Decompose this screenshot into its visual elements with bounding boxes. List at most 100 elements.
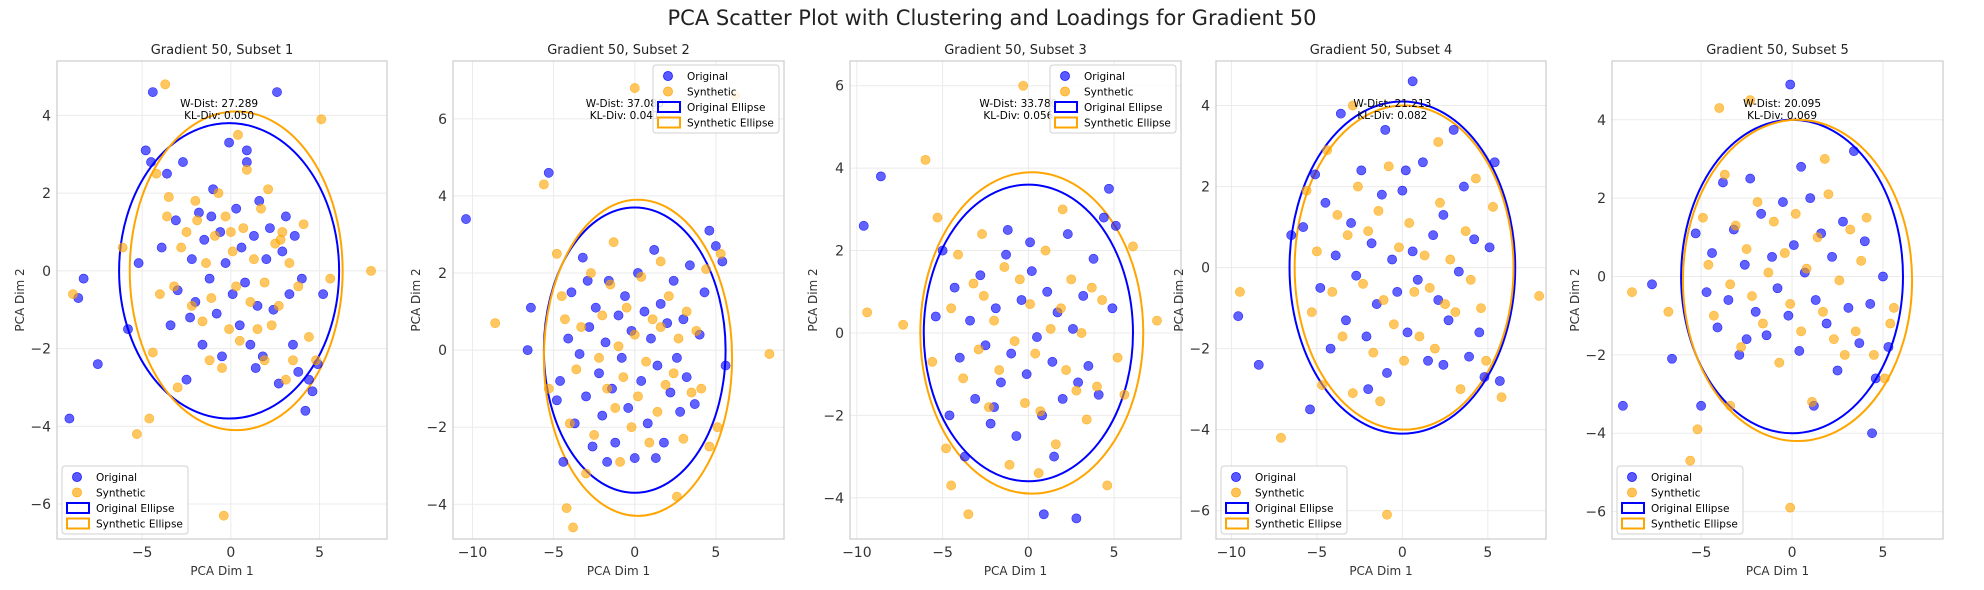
synthetic-point — [968, 278, 979, 289]
y-tick-label: −4 — [1189, 423, 1210, 439]
synthetic-point — [316, 114, 327, 125]
x-tick-label: −10 — [842, 545, 872, 561]
synthetic-point — [1050, 439, 1061, 450]
legend-label: Synthetic — [1651, 488, 1701, 500]
synthetic-point — [1812, 232, 1823, 243]
synthetic-point — [1342, 230, 1353, 241]
synthetic-point — [162, 211, 172, 222]
original-point — [217, 351, 227, 362]
synthetic-point — [1752, 197, 1763, 207]
original-point — [1068, 323, 1078, 334]
y-tick-label: 2 — [835, 244, 844, 260]
synthetic-point — [1347, 388, 1358, 399]
y-axis-label: PCA Dim 2 — [13, 268, 27, 331]
legend-label: Original — [96, 472, 137, 484]
synthetic-point — [1481, 355, 1492, 366]
synthetic-point — [1828, 334, 1839, 345]
synthetic-point — [561, 503, 572, 514]
original-point — [649, 244, 660, 255]
x-tick-label: 5 — [315, 545, 324, 561]
original-point — [461, 214, 471, 224]
original-point — [1883, 342, 1894, 352]
y-tick-label: −4 — [426, 497, 447, 513]
subplot-1[interactable]: −5 0 5 −6 −4 −2 0 2 4 Gradient 50, Subset 1 PCA Di… — [13, 43, 388, 578]
original-point — [1821, 318, 1832, 329]
subplot-5[interactable]: −5 0 5 −6 −4 −2 0 2 4 Gradient 50, Subset 5 PCA Di… — [1568, 43, 1944, 578]
original-point — [1407, 246, 1418, 257]
original-point — [1428, 230, 1439, 241]
original-point — [1078, 290, 1089, 301]
original-point — [1325, 343, 1336, 354]
synthetic-point — [1435, 197, 1445, 208]
original-point — [1647, 279, 1657, 290]
y-tick-label: −6 — [30, 497, 51, 513]
original-point — [1859, 236, 1870, 247]
original-point — [1778, 197, 1788, 207]
synthetic-point — [1383, 161, 1394, 172]
synthetic-point — [644, 437, 655, 448]
synthetic-point — [1347, 100, 1358, 111]
synthetic-point — [1627, 287, 1637, 298]
original-point — [684, 260, 695, 271]
synthetic-point — [1045, 323, 1056, 334]
original-point — [1088, 253, 1099, 264]
original-point — [522, 345, 533, 356]
original-point — [1794, 346, 1805, 356]
original-point — [1412, 274, 1423, 285]
synthetic-point — [1758, 318, 1768, 329]
legend-box — [1220, 465, 1348, 535]
synthetic-point — [1868, 349, 1879, 360]
legend-original-ellipse-marker — [657, 101, 681, 113]
subplot-title: Gradient 50, Subset 1 — [151, 43, 294, 58]
synthetic-point — [68, 289, 78, 300]
original-point — [858, 220, 869, 231]
original-point — [1315, 282, 1326, 293]
x-tick-label: 0 — [630, 545, 639, 561]
original-point — [613, 310, 624, 321]
subplot-2[interactable]: −10 −5 0 5 −4 −2 0 2 4 6 Gradient 50, Subset 2 PCA … — [409, 43, 785, 578]
synthetic-ellipse — [919, 171, 1145, 495]
original-point — [1878, 271, 1888, 282]
original-point — [1739, 259, 1750, 270]
y-tick-label: 2 — [42, 186, 51, 202]
original-point — [639, 306, 650, 317]
synthetic-point — [201, 258, 211, 268]
synthetic-point — [266, 320, 277, 331]
original-point — [185, 312, 195, 323]
original-point — [689, 399, 700, 409]
synthetic-point — [652, 406, 663, 417]
synthetic-point — [1819, 154, 1830, 164]
synthetic-point — [1337, 331, 1348, 342]
legend-synthetic-marker — [1627, 487, 1637, 498]
original-point — [665, 387, 676, 398]
original-point — [710, 241, 721, 251]
legend-original-ellipse-marker — [1621, 502, 1645, 514]
original-point — [211, 308, 222, 319]
synthetic-point — [1358, 278, 1368, 289]
synthetic-point — [227, 246, 238, 257]
synthetic-point — [1823, 189, 1834, 200]
synthetic-point — [610, 403, 621, 413]
x-tick-label: −5 — [932, 545, 953, 561]
y-axis-label: PCA Dim 2 — [806, 268, 820, 331]
synthetic-point — [1850, 326, 1861, 337]
legend-label: Original Ellipse — [96, 503, 174, 515]
original-point — [318, 289, 329, 300]
y-axis-label: PCA Dim 2 — [1172, 268, 1186, 331]
original-point — [1002, 225, 1013, 235]
synthetic-point — [213, 188, 224, 199]
synthetic-point — [298, 219, 309, 230]
synthetic-point — [259, 277, 270, 288]
subplot-3[interactable]: −10 −5 0 5 −4 −2 0 2 4 6 Gradient 50, Subset 3 PCA … — [806, 43, 1182, 578]
synthetic-point — [186, 300, 197, 311]
subplot-4[interactable]: −10 −5 0 5 −6 −4 −2 0 2 4 Gradient 50, Subset 4 PCA… — [1172, 43, 1547, 578]
original-point — [245, 339, 256, 350]
synthetic-point — [636, 271, 647, 282]
synthetic-point — [117, 242, 128, 253]
synthetic-point — [941, 443, 951, 454]
original-point — [261, 254, 272, 265]
original-point — [1253, 359, 1264, 370]
synthetic-point — [1476, 303, 1486, 314]
y-tick-label: 2 — [1597, 191, 1606, 207]
legend: Original Synthetic Original Ellipse Synthet… — [1049, 64, 1177, 134]
